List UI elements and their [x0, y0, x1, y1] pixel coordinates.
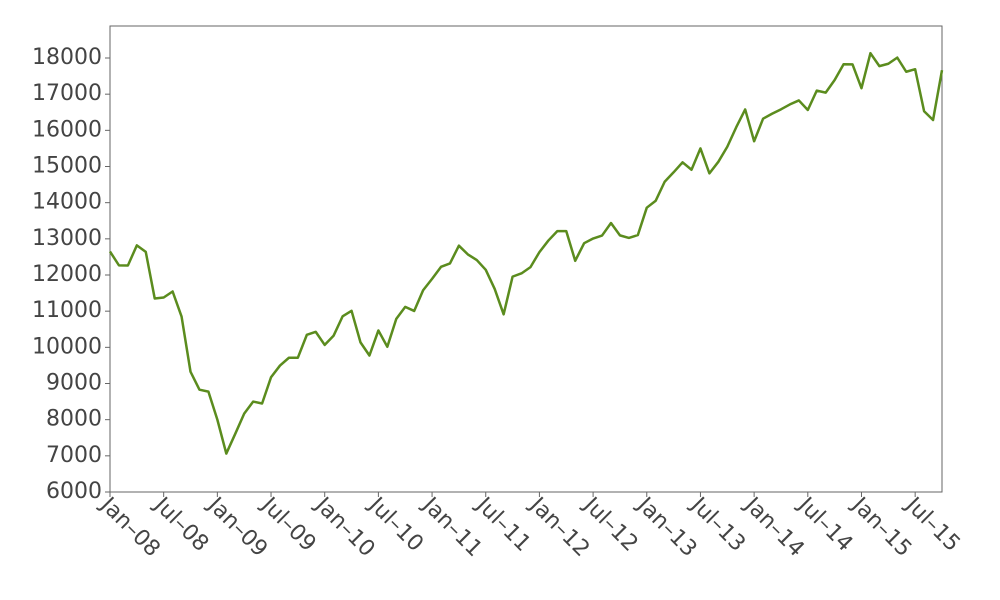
x-tick-label: Jan–12 [524, 491, 595, 562]
x-tick-label: Jan–11 [416, 491, 487, 562]
y-tick-label: 6000 [46, 479, 102, 504]
y-tick-label: 10000 [32, 334, 102, 359]
y-tick-label: 17000 [32, 81, 102, 106]
y-tick-label: 11000 [32, 298, 102, 323]
x-tick-label: Jan–10 [309, 491, 380, 562]
y-tick-label: 15000 [32, 154, 102, 179]
x-tick-label: Jan–15 [846, 491, 917, 562]
y-tick-label: 14000 [32, 190, 102, 215]
y-tick-label: 7000 [46, 443, 102, 468]
x-tick-label: Jan–13 [631, 491, 702, 562]
y-tick-label: 13000 [32, 226, 102, 251]
x-tick-label: Jan–14 [738, 491, 809, 562]
x-tick-label: Jan–09 [201, 491, 272, 562]
y-tick-label: 9000 [46, 371, 102, 396]
plot-frame [109, 25, 943, 493]
y-tick-label: 18000 [32, 45, 102, 70]
y-tick-label: 8000 [46, 407, 102, 432]
y-tick-label: 16000 [32, 117, 102, 142]
x-tick-label: Jan–08 [94, 491, 165, 562]
y-tick-label: 12000 [32, 262, 102, 287]
data-line [108, 51, 944, 455]
